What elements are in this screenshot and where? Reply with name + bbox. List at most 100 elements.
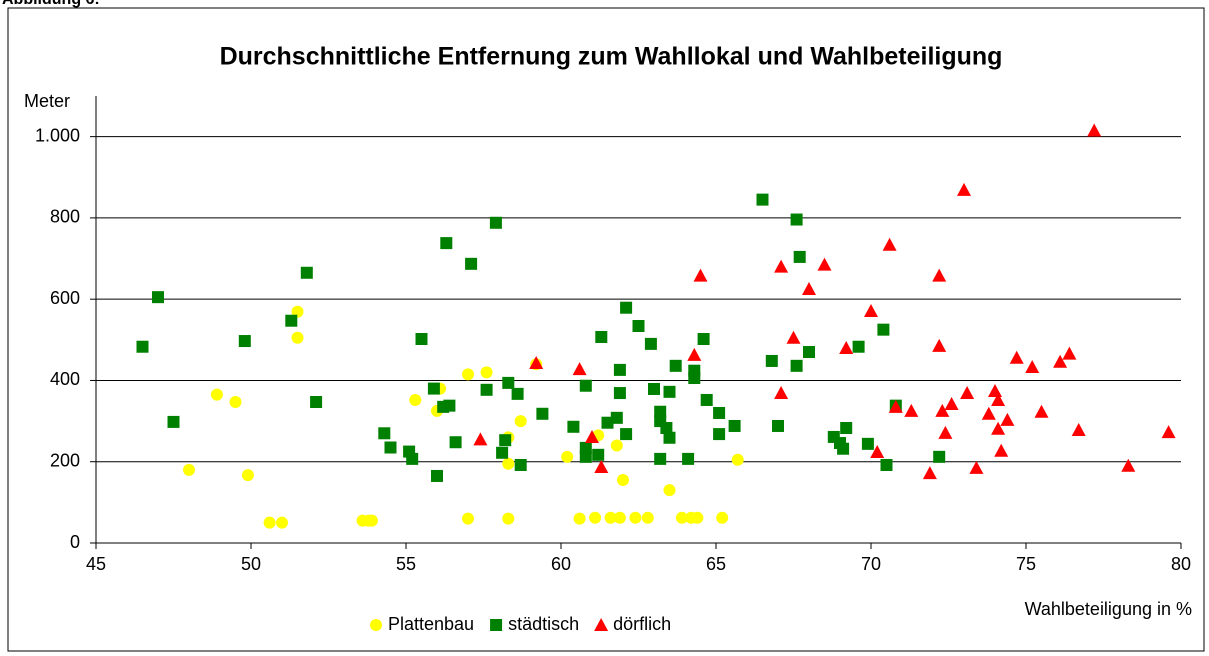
- marker: [427, 382, 440, 395]
- marker: [620, 301, 633, 314]
- marker: [613, 387, 626, 400]
- legend-label: dörflich: [613, 614, 671, 634]
- marker: [629, 511, 642, 524]
- marker: [276, 516, 288, 529]
- legend-marker: [490, 619, 503, 631]
- x-tick-label: 70: [861, 554, 881, 574]
- marker: [756, 193, 769, 206]
- marker: [604, 511, 617, 524]
- marker: [880, 458, 893, 471]
- x-tick-label: 65: [706, 554, 726, 574]
- marker: [817, 257, 832, 271]
- marker: [601, 416, 614, 429]
- marker: [462, 368, 474, 381]
- marker: [473, 432, 488, 446]
- marker: [378, 427, 391, 440]
- marker: [238, 335, 251, 348]
- x-tick-label: 75: [1016, 554, 1036, 574]
- marker: [994, 443, 1009, 457]
- marker: [1000, 412, 1015, 426]
- marker: [932, 268, 947, 282]
- marker: [790, 213, 803, 226]
- marker: [365, 514, 378, 527]
- marker: [579, 379, 592, 392]
- marker: [443, 399, 456, 412]
- legend-label: Plattenbau: [388, 614, 474, 634]
- marker: [613, 363, 626, 376]
- marker: [610, 439, 623, 452]
- marker: [210, 388, 223, 401]
- marker: [904, 403, 919, 417]
- marker: [1121, 458, 1136, 472]
- x-tick-label: 55: [396, 554, 416, 574]
- marker: [1025, 360, 1040, 374]
- marker: [713, 428, 726, 441]
- marker: [592, 448, 605, 461]
- marker: [167, 415, 180, 428]
- marker: [502, 457, 515, 470]
- marker: [957, 182, 971, 196]
- marker: [790, 359, 803, 372]
- marker: [431, 469, 443, 482]
- marker: [772, 419, 784, 432]
- marker: [1161, 425, 1176, 439]
- marker: [870, 444, 885, 458]
- marker: [561, 450, 574, 463]
- marker: [882, 237, 897, 251]
- y-axis-label: Meter: [24, 91, 70, 111]
- marker: [654, 405, 667, 418]
- marker: [688, 372, 701, 385]
- marker: [511, 387, 524, 400]
- marker: [669, 359, 682, 372]
- marker: [837, 442, 850, 455]
- marker: [1009, 350, 1024, 364]
- x-tick-label: 50: [241, 554, 261, 574]
- x-axis-label: Wahlbeteiligung in %: [1025, 599, 1192, 619]
- marker: [991, 421, 1006, 435]
- marker: [152, 291, 164, 304]
- y-tick-label: 1.000: [35, 125, 80, 145]
- x-tick-label: 45: [86, 554, 106, 574]
- marker: [406, 452, 419, 465]
- marker: [803, 346, 815, 359]
- legend-label: städtisch: [508, 614, 579, 634]
- marker: [595, 330, 608, 343]
- marker: [1087, 123, 1102, 137]
- y-tick-label: 0: [70, 532, 80, 552]
- marker: [793, 250, 806, 263]
- marker: [731, 453, 744, 466]
- marker: [944, 397, 959, 411]
- marker: [663, 484, 676, 497]
- y-tick-label: 400: [50, 369, 80, 389]
- marker: [502, 376, 515, 389]
- marker: [440, 237, 453, 250]
- marker: [480, 366, 493, 379]
- marker: [449, 436, 462, 449]
- marker: [573, 512, 586, 525]
- y-tick-label: 800: [50, 207, 80, 227]
- legend-marker: [370, 619, 382, 631]
- marker: [620, 428, 633, 441]
- marker: [774, 386, 789, 400]
- marker: [888, 399, 903, 413]
- marker: [585, 429, 599, 443]
- marker: [579, 450, 592, 463]
- marker: [682, 452, 695, 465]
- marker: [660, 421, 673, 434]
- marker: [567, 420, 580, 433]
- marker: [1034, 404, 1049, 418]
- marker: [285, 314, 298, 327]
- marker: [589, 511, 602, 524]
- marker: [663, 431, 676, 444]
- marker: [644, 337, 657, 350]
- marker: [1062, 346, 1077, 360]
- marker: [877, 323, 890, 336]
- marker: [136, 340, 149, 353]
- marker: [241, 469, 254, 482]
- marker: [991, 392, 1006, 406]
- chart-title: Durchschnittliche Entfernung zum Wahllok…: [220, 43, 1003, 71]
- chart-border: [7, 7, 1205, 652]
- marker: [499, 434, 512, 447]
- marker: [861, 437, 874, 450]
